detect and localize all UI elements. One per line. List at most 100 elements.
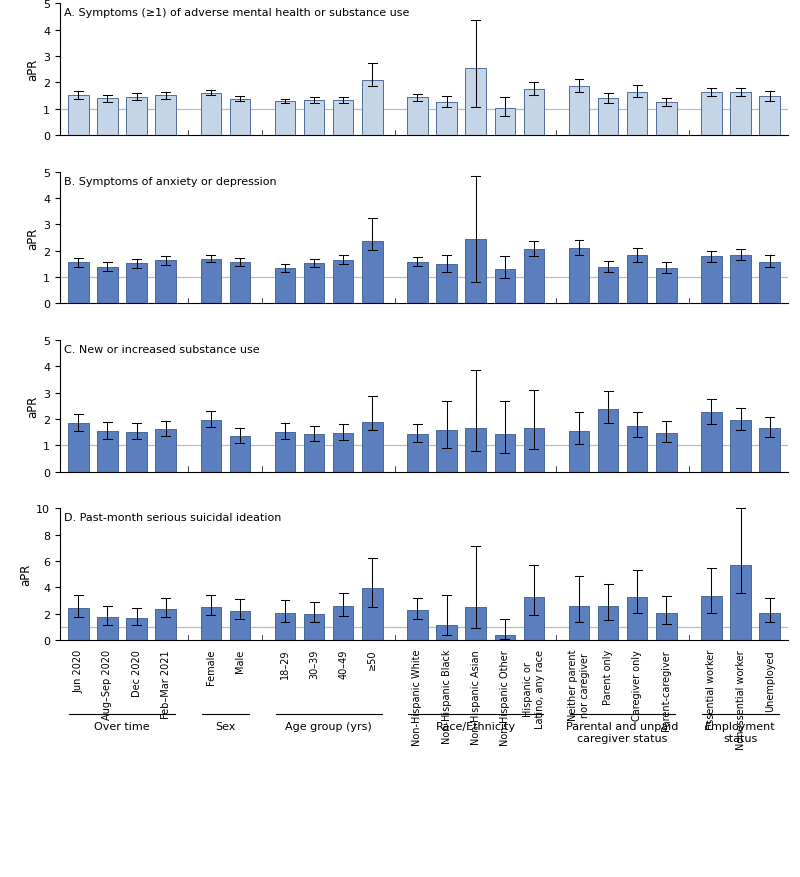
Bar: [275, 269, 295, 304]
Bar: [494, 435, 515, 472]
Text: Age group (yrs): Age group (yrs): [286, 722, 372, 731]
Bar: [126, 97, 146, 136]
Bar: [275, 614, 295, 640]
Bar: [569, 249, 589, 304]
Y-axis label: aPR: aPR: [26, 396, 39, 417]
Bar: [627, 427, 647, 472]
Bar: [407, 98, 428, 136]
Bar: [275, 102, 295, 136]
Bar: [524, 89, 544, 136]
Bar: [126, 264, 146, 304]
Bar: [598, 410, 618, 472]
Bar: [333, 101, 354, 136]
Bar: [333, 607, 354, 640]
Text: D. Past-month serious suicidal ideation: D. Past-month serious suicidal ideation: [64, 513, 281, 523]
Bar: [333, 260, 354, 304]
Y-axis label: aPR: aPR: [26, 227, 39, 249]
Bar: [155, 261, 176, 304]
Bar: [98, 267, 118, 304]
Bar: [407, 434, 428, 472]
Bar: [759, 613, 780, 640]
Bar: [126, 432, 146, 472]
Text: Over time: Over time: [94, 722, 150, 731]
Bar: [436, 431, 457, 472]
Bar: [730, 565, 750, 640]
Bar: [436, 265, 457, 304]
Bar: [598, 267, 618, 304]
Bar: [656, 268, 677, 304]
Bar: [304, 614, 324, 640]
Bar: [333, 433, 354, 472]
Bar: [201, 94, 221, 136]
Bar: [598, 607, 618, 640]
Bar: [494, 109, 515, 136]
Bar: [155, 430, 176, 472]
Bar: [569, 431, 589, 472]
Bar: [656, 433, 677, 472]
Bar: [230, 437, 250, 472]
Bar: [730, 256, 750, 304]
Bar: [759, 262, 780, 304]
Bar: [730, 420, 750, 472]
Bar: [759, 96, 780, 136]
Bar: [759, 429, 780, 472]
Bar: [201, 420, 221, 472]
Text: A. Symptoms (≥1) of adverse mental health or substance use: A. Symptoms (≥1) of adverse mental healt…: [64, 8, 409, 18]
Bar: [436, 626, 457, 640]
Bar: [201, 607, 221, 640]
Bar: [494, 635, 515, 640]
Bar: [598, 99, 618, 136]
Text: Employment
status: Employment status: [706, 722, 776, 743]
Bar: [569, 607, 589, 640]
Bar: [627, 597, 647, 640]
Bar: [569, 87, 589, 136]
Bar: [407, 610, 428, 640]
Text: Parental and unpaid
caregiver status: Parental and unpaid caregiver status: [566, 722, 679, 743]
Bar: [230, 262, 250, 304]
Bar: [275, 432, 295, 472]
Bar: [155, 96, 176, 136]
Bar: [98, 431, 118, 472]
Bar: [68, 609, 89, 640]
Text: C. New or increased substance use: C. New or increased substance use: [64, 345, 259, 354]
Bar: [68, 263, 89, 304]
Bar: [466, 68, 486, 136]
Bar: [68, 424, 89, 472]
Bar: [98, 617, 118, 640]
Bar: [362, 81, 382, 136]
Bar: [230, 100, 250, 136]
Bar: [702, 413, 722, 472]
Bar: [407, 262, 428, 304]
Bar: [304, 101, 324, 136]
Text: Sex: Sex: [215, 722, 235, 731]
Bar: [466, 607, 486, 640]
Bar: [627, 256, 647, 304]
Bar: [524, 429, 544, 472]
Bar: [201, 260, 221, 304]
Bar: [436, 103, 457, 136]
Bar: [362, 242, 382, 304]
Bar: [494, 270, 515, 304]
Bar: [702, 93, 722, 136]
Bar: [230, 611, 250, 640]
Bar: [466, 239, 486, 304]
Bar: [362, 588, 382, 640]
Bar: [466, 429, 486, 472]
Bar: [730, 93, 750, 136]
Bar: [126, 618, 146, 640]
Bar: [702, 257, 722, 304]
Bar: [656, 103, 677, 136]
Bar: [155, 610, 176, 640]
Text: Race/Ethnicity: Race/Ethnicity: [436, 722, 516, 731]
Bar: [304, 435, 324, 472]
Bar: [656, 613, 677, 640]
Bar: [524, 597, 544, 640]
Bar: [304, 264, 324, 304]
Bar: [702, 596, 722, 640]
Bar: [362, 423, 382, 472]
Bar: [524, 250, 544, 304]
Y-axis label: aPR: aPR: [26, 59, 39, 82]
Bar: [68, 96, 89, 136]
Text: B. Symptoms of anxiety or depression: B. Symptoms of anxiety or depression: [64, 176, 276, 187]
Y-axis label: aPR: aPR: [19, 563, 32, 586]
